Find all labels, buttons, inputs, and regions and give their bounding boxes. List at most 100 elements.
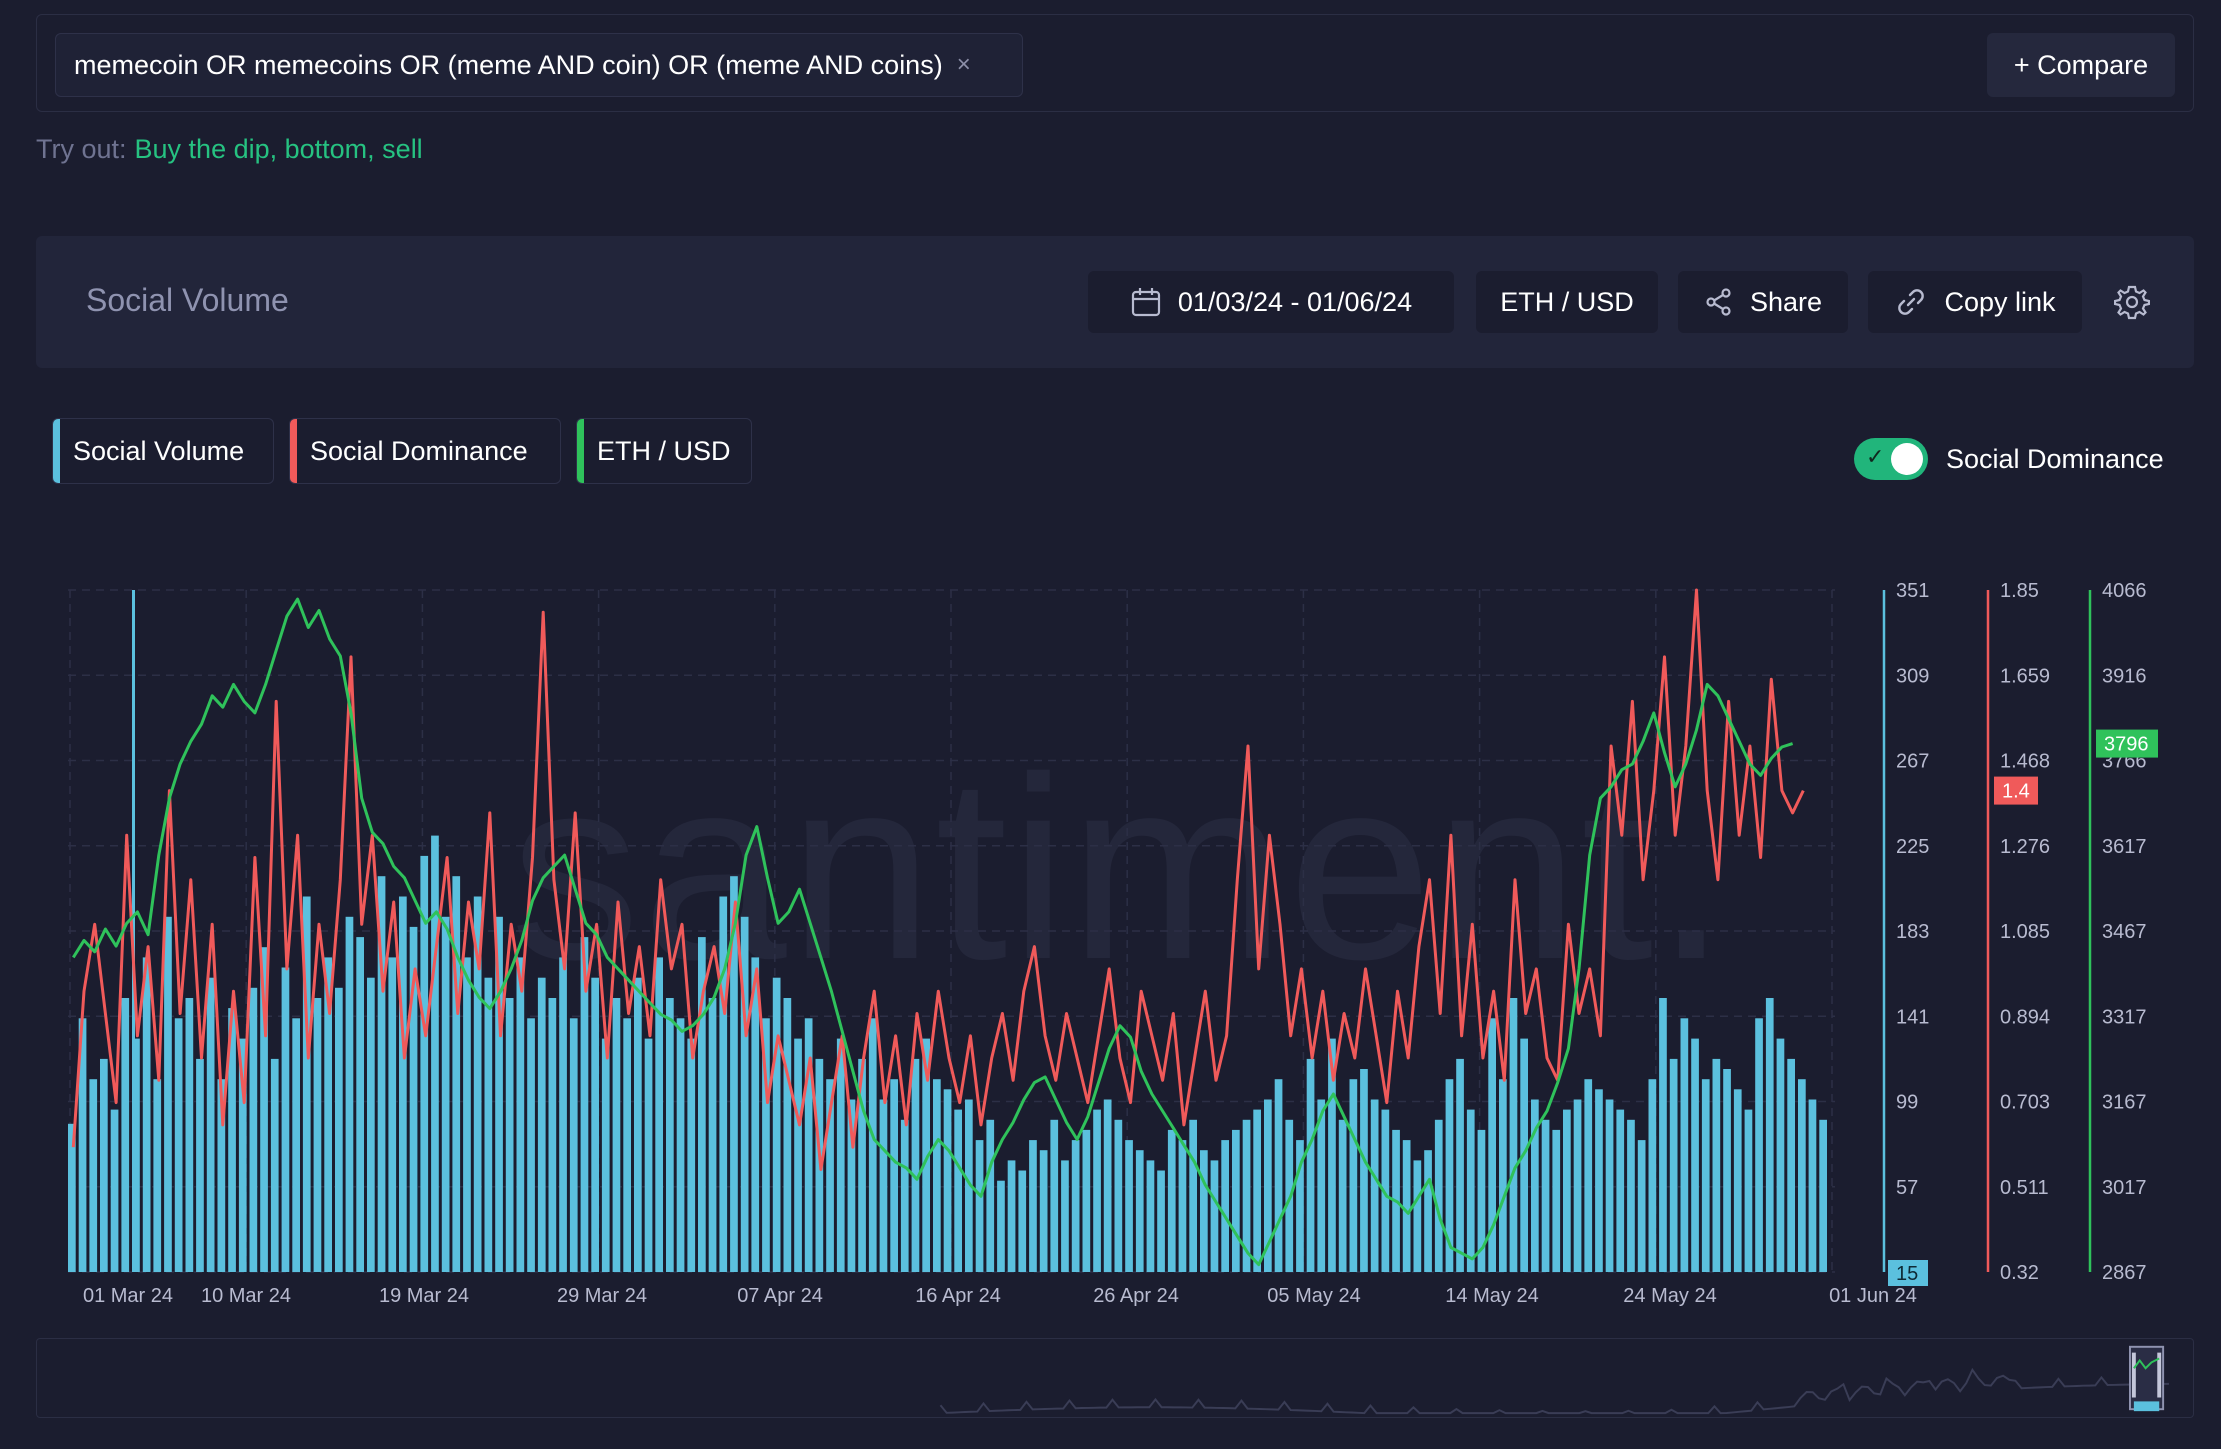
y-axis-tick-label: 267	[1896, 751, 1929, 773]
x-axis-tick-label: 24 May 24	[1623, 1285, 1716, 1307]
y-axis-tick-label: 99	[1896, 1092, 1918, 1114]
social-volume-bar	[249, 987, 258, 1272]
social-volume-bar	[89, 1079, 98, 1272]
social-volume-bar	[1125, 1140, 1133, 1272]
social-volume-bar	[1819, 1119, 1827, 1272]
social-volume-bar	[826, 1079, 834, 1272]
eth-usd-line	[72, 597, 1794, 1267]
search-query-text: memecoin OR memecoins OR (meme AND coin)…	[74, 49, 943, 80]
social-volume-bar	[1509, 998, 1518, 1272]
y-axis-tick-label: 0.894	[2000, 1006, 2050, 1028]
social-volume-bar	[1477, 1129, 1486, 1272]
social-volume-bar	[954, 1109, 962, 1272]
social-volume-bar	[1669, 1058, 1678, 1272]
social-volume-bar	[911, 1058, 920, 1272]
date-range-button[interactable]: 01/03/24 - 01/06/24	[1088, 271, 1454, 333]
y-axis-tick-label: 1.85	[2000, 580, 2039, 602]
social-volume-bar	[1093, 1109, 1101, 1272]
pair-label: ETH / USD	[1500, 286, 1634, 317]
search-query-chip[interactable]: memecoin OR memecoins OR (meme AND coin)…	[55, 33, 1023, 97]
social-volume-bar	[1381, 1109, 1390, 1272]
y-axis-tick-label: 4066	[2102, 580, 2147, 602]
copy-link-button[interactable]: Copy link	[1868, 271, 2082, 333]
navigator-volume-bars	[2133, 1401, 2160, 1412]
close-icon[interactable]: ×	[956, 51, 971, 78]
toggle-knob	[1891, 443, 1923, 475]
y-axis-tick-label: 3017	[2102, 1177, 2147, 1199]
social-dominance-toggle[interactable]: ✓	[1854, 438, 1928, 480]
social-volume-bar	[1787, 1058, 1795, 1272]
social-volume-bar	[580, 937, 589, 1272]
navigator-history-line	[939, 1367, 2169, 1415]
social-volume-bar	[890, 1079, 898, 1272]
y-axis-tick-label: 0.703	[2000, 1092, 2050, 1114]
social-volume-bar	[1370, 1099, 1379, 1272]
social-volume-bar	[164, 916, 172, 1272]
social-volume-bar	[1712, 1058, 1721, 1272]
social-volume-bar	[78, 1018, 87, 1272]
social-volume-bar	[1338, 1119, 1347, 1272]
social-volume-bar	[441, 916, 450, 1272]
social-dominance-current-badge	[1994, 776, 2038, 805]
y-axis-tick-label: 3317	[2102, 1006, 2147, 1028]
social-volume-bar	[270, 1058, 279, 1272]
x-axis-tick-label: 05 May 24	[1267, 1285, 1360, 1307]
social-volume-bar	[569, 1018, 578, 1272]
x-axis-tick-label: 07 Apr 24	[737, 1285, 823, 1307]
share-button[interactable]: Share	[1678, 271, 1848, 333]
social-volume-bar	[1499, 1079, 1507, 1272]
social-volume-bar	[783, 998, 792, 1272]
social-volume-bar	[516, 957, 525, 1272]
social-volume-bar	[1264, 1099, 1272, 1272]
social-volume-bar	[997, 1180, 1005, 1272]
y-axis-tick-label: 0.32	[2000, 1262, 2039, 1284]
social-volume-bar	[399, 896, 407, 1272]
social-volume-bar	[1605, 1099, 1614, 1272]
social-volume-bar	[836, 1038, 845, 1272]
social-volume-bar	[1210, 1160, 1219, 1272]
social-volume-bar	[1167, 1129, 1176, 1272]
main-chart[interactable]: 01 Mar 24 10 Mar 24 19 Mar 24 29 Mar 24 07 A…	[0, 560, 2221, 1320]
social-volume-bar	[1349, 1079, 1358, 1272]
social-volume-bar	[1018, 1170, 1027, 1272]
social-volume-bar	[452, 876, 461, 1272]
social-volume-bar	[388, 957, 397, 1272]
legend-social-dominance[interactable]: Social Dominance	[289, 418, 561, 484]
social-volume-bar	[1595, 1089, 1603, 1272]
social-volume-bar	[548, 998, 557, 1272]
social-volume-bar	[1434, 1119, 1443, 1272]
chart-navigator[interactable]	[36, 1338, 2194, 1418]
social-volume-bar	[238, 1038, 247, 1272]
y-axis-tick-label: 225	[1896, 836, 1929, 858]
calendar-icon	[1131, 288, 1160, 317]
social-volume-bar	[367, 977, 375, 1272]
social-volume-bar	[1274, 1079, 1283, 1272]
social-volume-bar	[644, 1038, 653, 1272]
x-axis-tick-label: 16 Apr 24	[915, 1285, 1001, 1307]
pair-button[interactable]: ETH / USD	[1476, 271, 1658, 333]
legend-social-volume[interactable]: Social Volume	[52, 418, 274, 484]
navigator-eth-line	[2133, 1357, 2160, 1370]
y-axis-tick-label: 351	[1896, 580, 1929, 602]
tryout-label: Try out:	[36, 134, 127, 164]
tryout-suggestions-link[interactable]: Buy the dip, bottom, sell	[134, 134, 423, 164]
settings-gear-icon[interactable]	[2114, 284, 2150, 320]
social-volume-bar	[623, 1018, 631, 1272]
legend-eth-usd[interactable]: ETH / USD	[576, 418, 752, 484]
eth-usd-current-label: 3796	[2104, 734, 2149, 756]
y-axis-tick-label: 1.276	[2000, 836, 2050, 858]
social-volume-bar	[1103, 1099, 1112, 1272]
social-volume-bar	[313, 998, 322, 1272]
chart-title: Social Volume	[86, 282, 289, 318]
social-volume-bar	[1552, 1129, 1561, 1272]
compare-button[interactable]: + Compare	[1987, 33, 2175, 97]
social-volume-bar	[1178, 1140, 1187, 1272]
social-volume-bar	[206, 977, 215, 1272]
social-volume-bar	[1146, 1160, 1155, 1272]
social-volume-bar	[1445, 1079, 1454, 1272]
social-volume-bar	[1061, 1160, 1069, 1272]
social-volume-bar	[900, 1119, 909, 1272]
y-axis-tick-label: 3617	[2102, 836, 2147, 858]
social-volume-bar	[281, 967, 290, 1272]
social-volume-bar	[1701, 1079, 1710, 1272]
